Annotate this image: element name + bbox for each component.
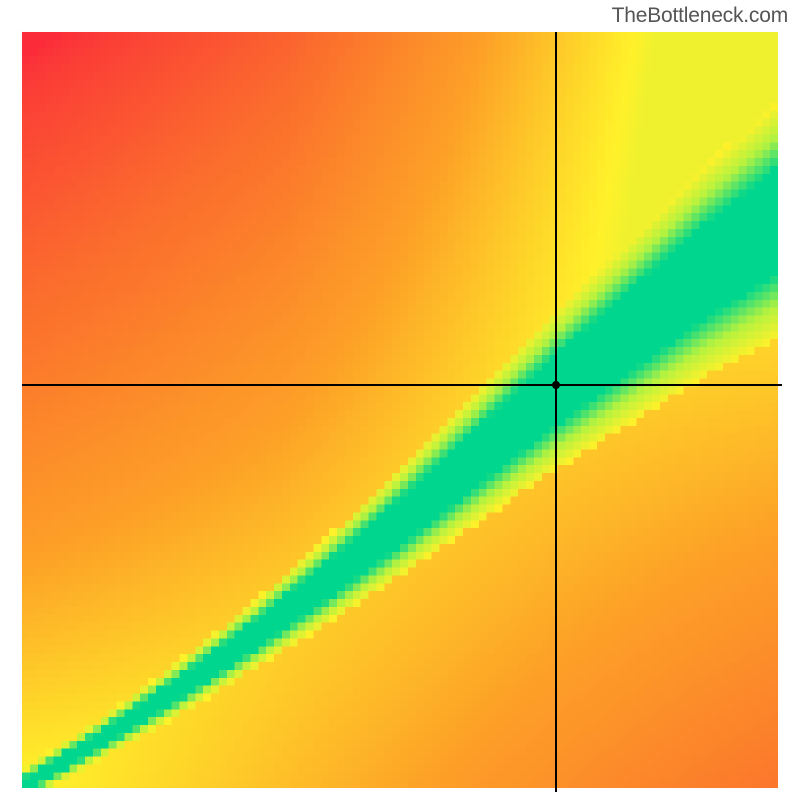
crosshair-vertical xyxy=(555,32,557,792)
crosshair-horizontal xyxy=(22,384,782,386)
chart-container: TheBottleneck.com xyxy=(0,0,800,800)
crosshair-marker xyxy=(552,381,560,389)
heatmap-canvas xyxy=(22,32,778,788)
attribution-text: TheBottleneck.com xyxy=(612,4,788,28)
heatmap-plot xyxy=(20,30,780,790)
